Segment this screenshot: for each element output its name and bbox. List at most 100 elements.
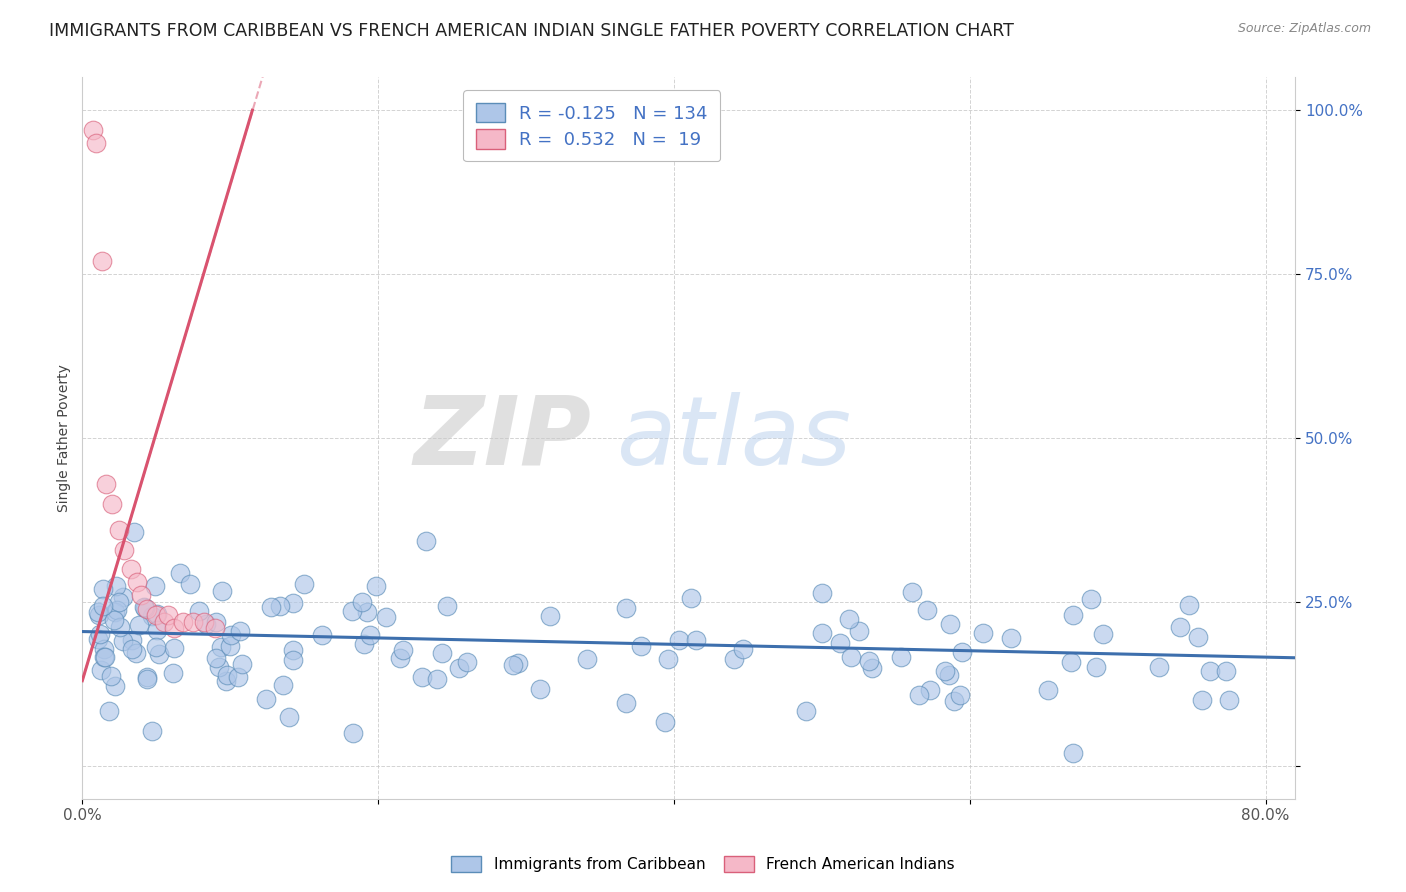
Point	[208, 660, 231, 674]
Point	[104, 606, 127, 620]
Point	[858, 654, 880, 668]
Point	[411, 669, 433, 683]
Point	[89, 627, 111, 641]
Point	[120, 562, 142, 576]
Point	[1191, 693, 1213, 707]
Point	[162, 665, 184, 680]
Point	[426, 672, 449, 686]
Point	[125, 647, 148, 661]
Point	[1085, 660, 1108, 674]
Point	[1187, 630, 1209, 644]
Point	[231, 657, 253, 672]
Text: ZIP: ZIP	[413, 392, 592, 484]
Point	[101, 497, 124, 511]
Point	[269, 599, 291, 613]
Point	[100, 669, 122, 683]
Point	[187, 604, 209, 618]
Point	[90, 664, 112, 678]
Point	[141, 609, 163, 624]
Point	[352, 595, 374, 609]
Point	[1080, 592, 1102, 607]
Point	[1062, 746, 1084, 760]
Point	[84, 136, 107, 150]
Point	[502, 657, 524, 672]
Point	[112, 590, 135, 604]
Point	[163, 621, 186, 635]
Point	[108, 523, 131, 537]
Legend: Immigrants from Caribbean, French American Indians: Immigrants from Caribbean, French Americ…	[443, 848, 963, 880]
Point	[179, 576, 201, 591]
Point	[226, 671, 249, 685]
Text: IMMIGRANTS FROM CARIBBEAN VS FRENCH AMERICAN INDIAN SINGLE FATHER POVERTY CORREL: IMMIGRANTS FROM CARIBBEAN VS FRENCH AMER…	[49, 22, 1014, 40]
Point	[141, 723, 163, 738]
Point	[508, 657, 530, 671]
Point	[890, 649, 912, 664]
Point	[121, 642, 143, 657]
Point	[1147, 660, 1170, 674]
Point	[104, 579, 127, 593]
Point	[733, 641, 755, 656]
Point	[456, 655, 478, 669]
Point	[915, 603, 938, 617]
Point	[920, 683, 942, 698]
Text: atlas: atlas	[616, 392, 851, 484]
Point	[614, 696, 637, 710]
Point	[204, 615, 226, 630]
Point	[839, 649, 862, 664]
Point	[356, 605, 378, 619]
Point	[1062, 607, 1084, 622]
Point	[162, 640, 184, 655]
Point	[131, 589, 153, 603]
Point	[415, 534, 437, 549]
Point	[938, 667, 960, 681]
Point	[1178, 598, 1201, 612]
Point	[281, 653, 304, 667]
Point	[94, 477, 117, 491]
Point	[375, 610, 398, 624]
Point	[447, 661, 470, 675]
Point	[1091, 626, 1114, 640]
Point	[217, 668, 239, 682]
Point	[281, 642, 304, 657]
Point	[93, 641, 115, 656]
Point	[938, 616, 960, 631]
Point	[215, 673, 238, 688]
Point	[93, 650, 115, 665]
Point	[810, 586, 832, 600]
Point	[949, 688, 972, 702]
Y-axis label: Single Father Poverty: Single Father Poverty	[58, 364, 72, 512]
Text: Source: ZipAtlas.com: Source: ZipAtlas.com	[1237, 22, 1371, 36]
Point	[1168, 620, 1191, 634]
Point	[353, 637, 375, 651]
Point	[169, 566, 191, 581]
Point	[389, 651, 412, 665]
Point	[145, 608, 167, 623]
Point	[950, 645, 973, 659]
Point	[364, 579, 387, 593]
Point	[145, 623, 167, 637]
Point	[359, 628, 381, 642]
Point	[860, 661, 883, 675]
Point	[901, 584, 924, 599]
Point	[1038, 682, 1060, 697]
Point	[145, 640, 167, 654]
Point	[172, 615, 194, 629]
Point	[311, 628, 333, 642]
Point	[681, 591, 703, 606]
Point	[219, 639, 242, 653]
Point	[108, 620, 131, 634]
Point	[723, 651, 745, 665]
Point	[86, 605, 108, 619]
Point	[260, 599, 283, 614]
Point	[124, 525, 146, 540]
Point	[1198, 664, 1220, 678]
Point	[668, 633, 690, 648]
Point	[810, 625, 832, 640]
Point	[121, 632, 143, 647]
Point	[392, 643, 415, 657]
Point	[529, 681, 551, 696]
Point	[136, 673, 159, 687]
Point	[148, 648, 170, 662]
Point	[194, 616, 217, 631]
Point	[342, 725, 364, 739]
